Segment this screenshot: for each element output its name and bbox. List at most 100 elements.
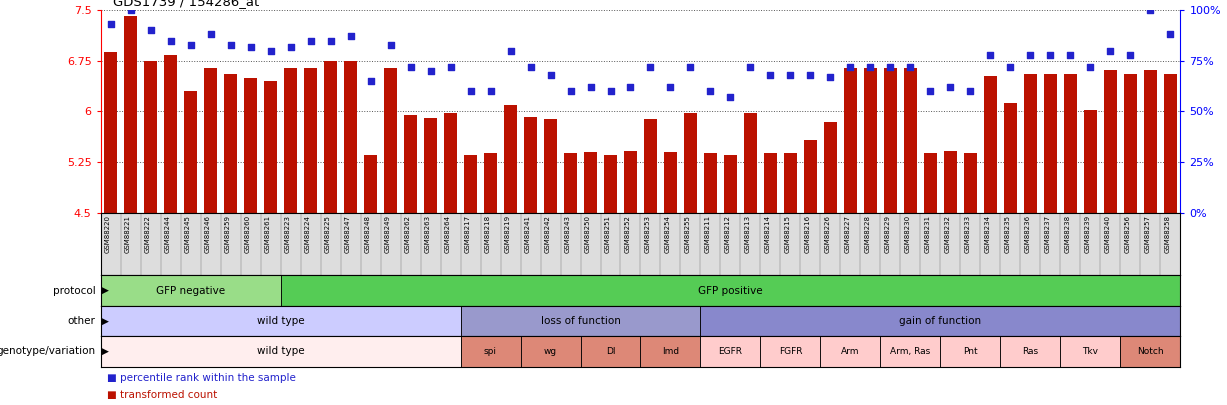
Text: GFP positive: GFP positive: [698, 286, 763, 296]
Bar: [984, 76, 996, 405]
Bar: [304, 68, 317, 405]
Text: EGFR: EGFR: [719, 347, 742, 356]
Point: [701, 88, 720, 94]
Bar: [1083, 110, 1097, 405]
Text: GSM88263: GSM88263: [425, 215, 431, 253]
Text: GSM88238: GSM88238: [1064, 215, 1070, 253]
Text: GSM88211: GSM88211: [704, 215, 710, 253]
Point: [1141, 7, 1161, 13]
Point: [741, 64, 761, 70]
Text: GSM88233: GSM88233: [964, 215, 971, 253]
Bar: [460, 306, 701, 336]
Text: GSM88251: GSM88251: [605, 215, 611, 253]
Bar: [1124, 74, 1137, 405]
Point: [201, 31, 221, 38]
Text: GSM88239: GSM88239: [1085, 215, 1091, 253]
Point: [640, 64, 660, 70]
Bar: [640, 336, 701, 367]
Bar: [544, 119, 557, 405]
Bar: [924, 153, 937, 405]
Text: wild type: wild type: [256, 346, 304, 356]
Bar: [944, 151, 957, 405]
Bar: [804, 140, 817, 405]
Text: GSM88243: GSM88243: [564, 215, 571, 253]
Text: GSM88254: GSM88254: [665, 215, 670, 253]
Point: [481, 88, 501, 94]
Text: GSM88213: GSM88213: [745, 215, 751, 253]
Text: GSM88237: GSM88237: [1044, 215, 1050, 253]
Text: spi: spi: [483, 347, 497, 356]
Point: [660, 84, 680, 90]
Text: ■ transformed count: ■ transformed count: [107, 390, 217, 401]
Point: [341, 33, 361, 40]
Text: GSM88232: GSM88232: [945, 215, 951, 253]
Text: GSM88244: GSM88244: [164, 215, 171, 253]
Bar: [764, 153, 777, 405]
Text: GSM88250: GSM88250: [584, 215, 590, 253]
Bar: [285, 68, 297, 405]
Bar: [404, 115, 417, 405]
Text: GSM88217: GSM88217: [465, 215, 470, 253]
Point: [720, 94, 740, 100]
Text: GSM88214: GSM88214: [764, 215, 771, 253]
Bar: [1060, 336, 1120, 367]
Bar: [1164, 74, 1177, 405]
Bar: [644, 119, 656, 405]
Bar: [504, 104, 517, 405]
Bar: [364, 155, 377, 405]
Text: GFP negative: GFP negative: [156, 286, 226, 296]
Bar: [664, 152, 677, 405]
Bar: [1000, 336, 1060, 367]
Point: [860, 64, 880, 70]
Text: GSM88212: GSM88212: [724, 215, 730, 253]
Text: Ras: Ras: [1022, 347, 1038, 356]
Bar: [883, 68, 897, 405]
Text: GSM88253: GSM88253: [644, 215, 650, 253]
Bar: [425, 118, 437, 405]
Bar: [1144, 70, 1157, 405]
Text: gain of function: gain of function: [899, 316, 982, 326]
Text: GSM88248: GSM88248: [364, 215, 371, 253]
Point: [161, 37, 180, 44]
Point: [1040, 51, 1060, 58]
Text: GSM88249: GSM88249: [384, 215, 390, 253]
Point: [221, 41, 240, 48]
Bar: [101, 306, 460, 336]
Text: Notch: Notch: [1137, 347, 1163, 356]
Point: [120, 7, 140, 13]
Text: GSM88230: GSM88230: [904, 215, 910, 253]
Text: GSM88255: GSM88255: [685, 215, 691, 253]
Point: [881, 64, 901, 70]
Bar: [264, 81, 277, 405]
Point: [1120, 51, 1140, 58]
Bar: [225, 74, 237, 405]
Bar: [101, 336, 460, 367]
Text: GSM88218: GSM88218: [485, 215, 491, 253]
Point: [621, 84, 640, 90]
Bar: [724, 155, 737, 405]
Bar: [483, 153, 497, 405]
Text: GSM88236: GSM88236: [1025, 215, 1031, 253]
Text: GSM88264: GSM88264: [444, 215, 450, 253]
Point: [901, 64, 920, 70]
Bar: [881, 336, 940, 367]
Text: GSM88224: GSM88224: [304, 215, 310, 253]
Bar: [384, 68, 398, 405]
Bar: [520, 336, 580, 367]
Bar: [701, 306, 1180, 336]
Bar: [1104, 70, 1117, 405]
Text: GSM88240: GSM88240: [1104, 215, 1110, 253]
Point: [961, 88, 980, 94]
Point: [920, 88, 940, 94]
Point: [261, 47, 281, 54]
Point: [761, 72, 780, 78]
Text: GSM88215: GSM88215: [784, 215, 790, 253]
Bar: [701, 336, 761, 367]
Bar: [344, 61, 357, 405]
Text: Imd: Imd: [661, 347, 679, 356]
Text: GSM88252: GSM88252: [625, 215, 631, 253]
Bar: [1004, 103, 1017, 405]
Text: wild type: wild type: [256, 316, 304, 326]
Point: [1021, 51, 1040, 58]
Bar: [625, 151, 637, 405]
